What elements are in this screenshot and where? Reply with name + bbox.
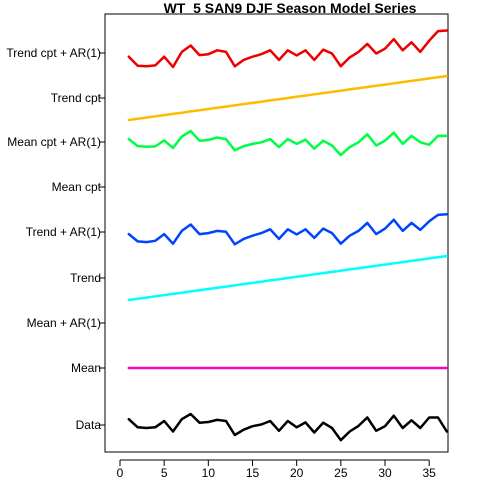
x-tick-label: 0 <box>117 466 124 480</box>
row-label: Trend cpt <box>51 91 102 105</box>
x-tick-label: 15 <box>246 466 260 480</box>
row-label: Trend + AR(1) <box>26 225 101 239</box>
x-tick-label: 5 <box>161 466 168 480</box>
series-line <box>127 29 449 69</box>
series-line <box>127 129 449 157</box>
row-label: Mean cpt + AR(1) <box>7 135 101 149</box>
plot-frame <box>104 13 449 453</box>
x-axis: 0 5 10 15 20 25 30 35 <box>117 459 436 480</box>
row-labels: Data Mean Mean + AR(1) Trend Trend + AR(1) Me… <box>6 46 105 432</box>
x-tick-label: 20 <box>290 466 304 480</box>
row-label: Trend cpt + AR(1) <box>6 46 101 60</box>
x-tick-label: 25 <box>334 466 348 480</box>
row-label: Data <box>76 418 102 432</box>
x-tick-label: 35 <box>422 466 436 480</box>
series-line <box>127 74 449 122</box>
row-label: Trend <box>70 271 101 285</box>
series-line <box>127 212 449 246</box>
x-tick-label: 30 <box>378 466 392 480</box>
series-line <box>127 412 449 442</box>
chart-title: WT_5 SAN9 DJF Season Model Series <box>164 0 417 16</box>
x-tick-label: 10 <box>202 466 216 480</box>
plot-area <box>104 13 449 453</box>
row-label: Mean <box>71 361 101 375</box>
series-line <box>127 254 449 302</box>
row-label: Mean + AR(1) <box>27 316 101 330</box>
row-label: Mean cpt <box>52 180 102 194</box>
